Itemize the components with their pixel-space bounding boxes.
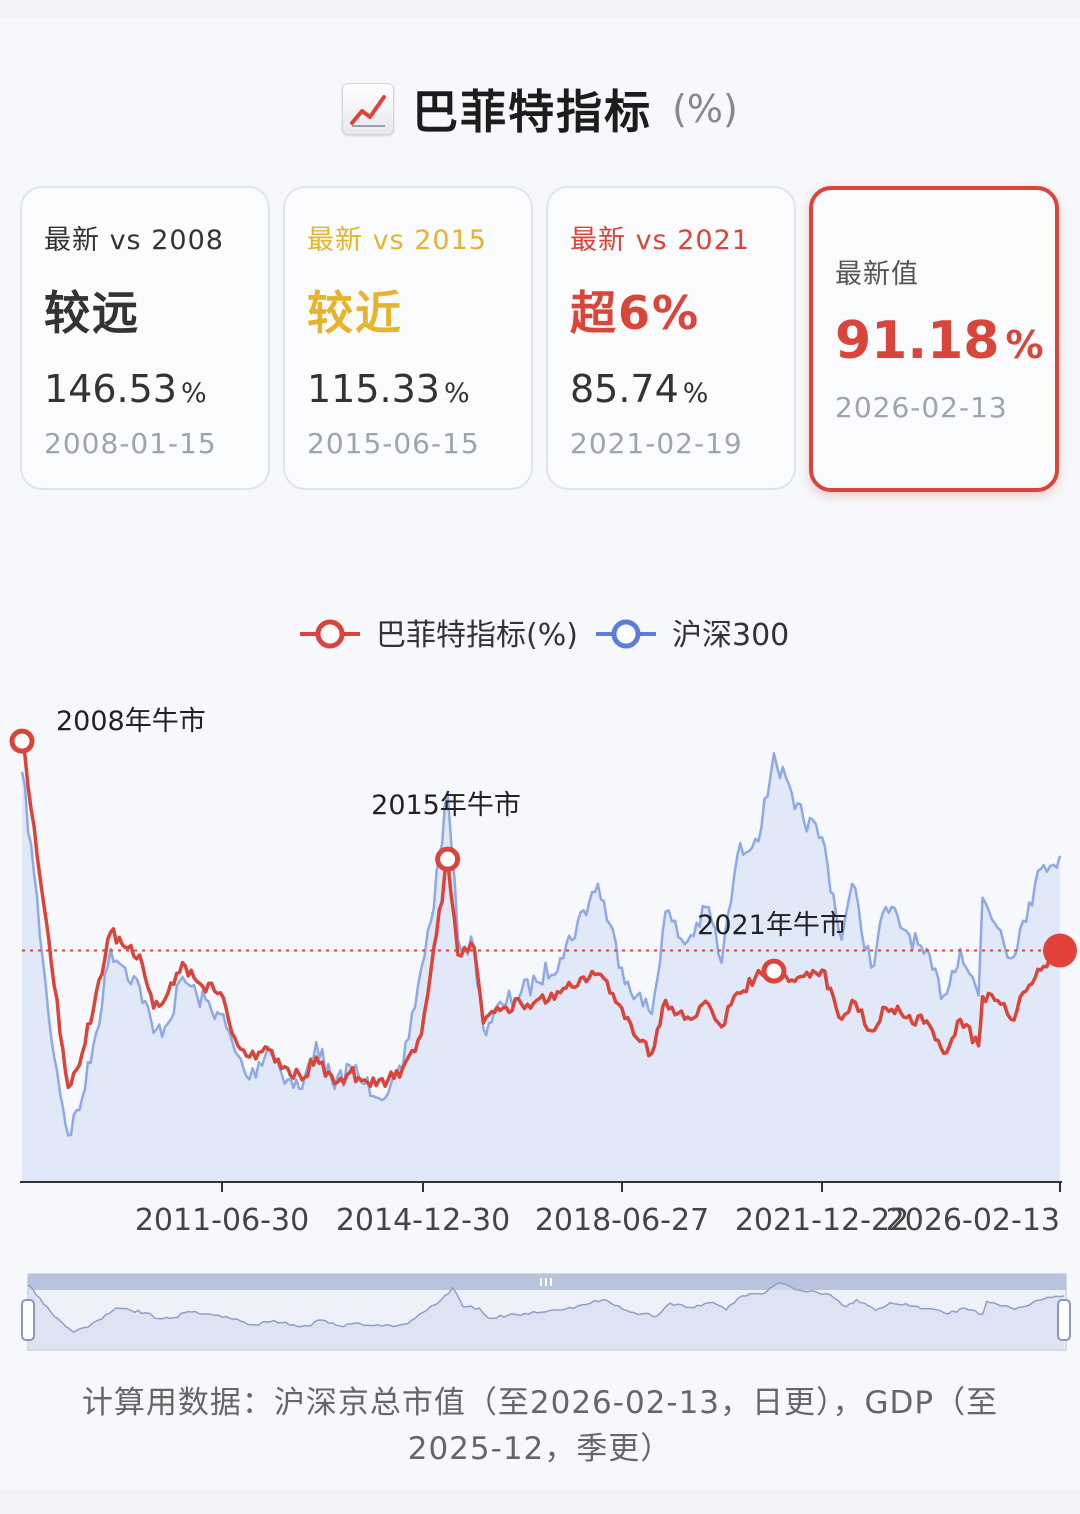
annotation-marker [435, 846, 461, 872]
slider-handle-left[interactable] [21, 1299, 35, 1341]
annotation-label: 2008年牛市 [56, 706, 206, 737]
x-tick-label: 2014-12-30 [336, 1203, 510, 1238]
grip-icon[interactable] [540, 1278, 552, 1286]
card-label: 最新 vs 2021 [570, 225, 750, 256]
card-label: 最新 vs 2008 [44, 225, 224, 256]
footer-line-2: 2025-12，季更） [407, 1431, 673, 1467]
card-vs-2008[interactable]: 最新 vs 2008 较远 146.53% 2008-01-15 [20, 186, 270, 490]
data-zoom-slider[interactable] [21, 1273, 1071, 1351]
csi300-line [20, 752, 1062, 1137]
card-value-row: 115.33% [307, 367, 531, 411]
card-value: 115.33 [307, 367, 440, 411]
card-unit: % [443, 378, 470, 409]
card-date: 2008-01-15 [44, 427, 217, 460]
legend-item-csi300[interactable]: 沪深300 [596, 618, 789, 653]
card-verdict: 较近 [307, 286, 403, 340]
card-vs-2015[interactable]: 最新 vs 2015 较近 115.33% 2015-06-15 [283, 186, 533, 490]
buffett-indicator-line [20, 740, 1062, 1090]
legend-marker [611, 619, 641, 649]
csi300-area [22, 753, 1060, 1182]
card-value: 146.53 [44, 367, 177, 411]
card-verdict: 较远 [44, 286, 140, 340]
card-unit: % [180, 378, 207, 409]
slider-mini-line [27, 1281, 1065, 1333]
title-unit: (%) [672, 87, 738, 131]
latest-value-row: 91.18% [835, 311, 1055, 371]
card-value-row: 146.53% [44, 367, 268, 411]
slider-handle-right[interactable] [1057, 1299, 1071, 1341]
card-value: 85.74 [570, 367, 679, 411]
x-tick-label: 2018-06-27 [535, 1203, 709, 1238]
latest-date: 2026-02-13 [835, 391, 1008, 424]
latest-value: 91.18 [835, 311, 1000, 371]
x-tick-label: 2021-12-22 [735, 1203, 909, 1238]
card-value-row: 85.74% [570, 367, 794, 411]
legend-item-buffett[interactable]: 巴菲特指标(%) [300, 618, 578, 653]
card-latest-value[interactable]: 最新值 91.18% 2026-02-13 [809, 186, 1059, 492]
legend-marker [315, 619, 345, 649]
chart-legend: 巴菲特指标(%) 沪深300 [300, 618, 789, 653]
card-unit: % [682, 378, 709, 409]
slider-mini-area [28, 1282, 1064, 1350]
card-date: 2015-06-15 [307, 427, 480, 460]
page: 巴菲特指标 (%) 最新 vs 2008 较远 146.53% 2008-01-… [0, 18, 1080, 1490]
latest-unit: % [1005, 323, 1044, 367]
x-tick-label: 2026-02-13 [886, 1203, 1060, 1238]
annotation-marker [9, 728, 35, 754]
card-date: 2021-02-19 [570, 427, 743, 460]
latest-point-marker [1043, 933, 1077, 968]
legend-label: 沪深300 [672, 618, 789, 653]
card-verdict: 超6% [570, 286, 701, 340]
x-tick-label: 2011-06-30 [135, 1203, 309, 1238]
chart-increasing-icon [342, 83, 395, 135]
buffett-indicator-chart: 巴菲特指标(%) 沪深300 2011-06-30 2014-12-30 2018-0… [9, 618, 1077, 1351]
data-source-note: 计算用数据：沪深京总市值（至2026-02-13，日更），GDP（至 2025-… [40, 1380, 1040, 1472]
title-text: 巴菲特指标 [412, 85, 653, 139]
plot-area: 2011-06-30 2014-12-30 2018-06-27 2021-12-22… [9, 706, 1077, 1238]
card-label: 最新值 [835, 259, 919, 290]
card-label: 最新 vs 2015 [307, 225, 487, 256]
comparison-cards: 最新 vs 2008 较远 146.53% 2008-01-15 最新 vs 2… [20, 186, 1060, 492]
footer-line-1: 计算用数据：沪深京总市值（至2026-02-13，日更），GDP（至 [81, 1385, 999, 1421]
page-title: 巴菲特指标 (%) [0, 76, 1080, 142]
card-vs-2021[interactable]: 最新 vs 2021 超6% 85.74% 2021-02-19 [546, 186, 796, 490]
annotation-marker [761, 958, 787, 984]
legend-label: 巴菲特指标(%) [376, 618, 578, 653]
annotation-label: 2021年牛市 [697, 910, 847, 941]
annotation-label: 2015年牛市 [371, 790, 521, 821]
